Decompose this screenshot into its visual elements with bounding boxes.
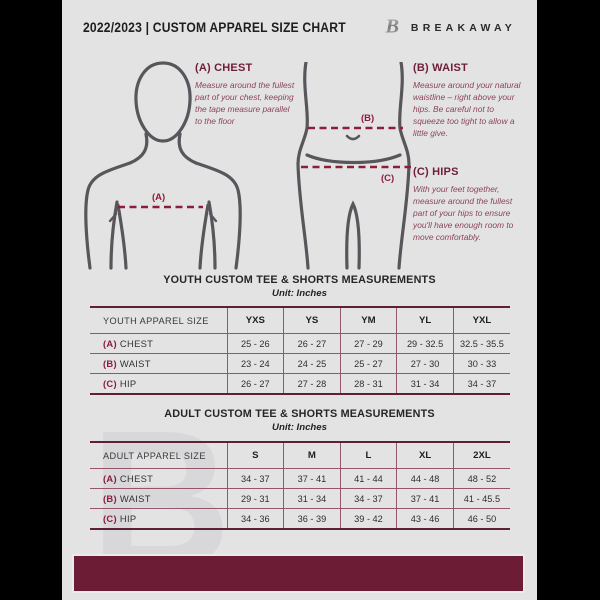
cell: 37 - 41 — [283, 468, 341, 489]
breakaway-b-logo-icon: B — [379, 16, 399, 38]
cell: 27 - 28 — [283, 373, 341, 394]
row-key: (A) — [103, 338, 117, 349]
cell: 34 - 37 — [339, 488, 397, 509]
row-name: WAIST — [119, 493, 151, 504]
table-row: (B) WAIST 23 - 24 24 - 25 25 - 27 27 - 30… — [90, 353, 510, 374]
youth-size-col-header: YXS — [226, 307, 284, 334]
chest-figure-illustration: (A) — [84, 61, 242, 270]
waist-heading: (B) WAIST — [413, 62, 468, 74]
adult-size-col-header: S — [226, 442, 284, 469]
youth-table-title: YOUTH CUSTOM TEE & SHORTS MEASUREMENTS — [163, 274, 436, 286]
chest-instructions: (A) CHEST Measure around the fullest par… — [195, 62, 295, 128]
hips-instructions: (C) HIPS With your feet together, measur… — [413, 166, 525, 244]
cell: 39 - 42 — [339, 508, 397, 529]
cell: 34 - 37 — [452, 373, 510, 394]
row-key: (C) — [103, 378, 117, 389]
youth-size-col-header: YM — [339, 307, 397, 334]
row-label: (B) WAIST — [90, 489, 227, 509]
table-row: (B) WAIST 29 - 31 31 - 34 34 - 37 37 - 41… — [90, 488, 510, 509]
cell: 26 - 27 — [226, 373, 284, 394]
waist-description: Measure around your natural waistline – … — [413, 80, 521, 138]
youth-table-unit: Unit: Inches — [272, 288, 327, 299]
waist-hips-figure-illustration: (B) (C) — [296, 62, 411, 270]
size-chart-document: 2022/2023 | CUSTOM APPAREL SIZE CHART B … — [62, 0, 537, 600]
row-label: (C) HIP — [90, 374, 227, 395]
cell: 34 - 36 — [226, 508, 284, 529]
waist-line-label: (B) — [361, 113, 374, 124]
cell: 23 - 24 — [226, 353, 284, 374]
chest-line-label: (A) — [152, 192, 165, 203]
adult-size-col-header: L — [339, 442, 397, 469]
waist-instructions: (B) WAIST Measure around your natural wa… — [413, 62, 525, 140]
cell: 29 - 32.5 — [396, 333, 454, 354]
chest-heading: (A) CHEST — [195, 62, 253, 74]
brand-name: BREAKAWAY — [410, 22, 516, 34]
adult-table-unit: Unit: Inches — [272, 422, 327, 433]
cell: 36 - 39 — [283, 508, 341, 529]
row-label: (C) HIP — [90, 509, 227, 530]
row-key: (C) — [103, 513, 117, 524]
row-label: (B) WAIST — [90, 354, 227, 374]
row-key: (B) — [103, 358, 117, 369]
cell: 25 - 27 — [339, 353, 397, 374]
cell: 29 - 31 — [226, 488, 284, 509]
adult-size-col-header: M — [283, 442, 341, 469]
youth-table-header-row: YOUTH APPAREL SIZE YXS YS YM YL YXL — [90, 307, 510, 334]
cell: 31 - 34 — [283, 488, 341, 509]
header: 2022/2023 | CUSTOM APPAREL SIZE CHART B … — [62, 0, 537, 54]
row-name: WAIST — [119, 358, 151, 369]
cell: 34 - 37 — [226, 468, 284, 489]
svg-text:B: B — [384, 16, 399, 38]
cell: 48 - 52 — [452, 468, 510, 489]
row-name: CHEST — [119, 473, 154, 484]
row-key: (B) — [103, 493, 117, 504]
cell: 43 - 46 — [396, 508, 454, 529]
adult-table-title: ADULT CUSTOM TEE & SHORTS MEASUREMENTS — [164, 408, 435, 420]
cell: 27 - 29 — [339, 333, 397, 354]
cell: 41 - 44 — [339, 468, 397, 489]
cell: 25 - 26 — [226, 333, 284, 354]
row-name: HIP — [119, 513, 137, 524]
hips-heading: (C) HIPS — [413, 166, 459, 178]
page-title: 2022/2023 | CUSTOM APPAREL SIZE CHART — [83, 19, 346, 35]
youth-size-col-header: YS — [283, 307, 341, 334]
adult-table-header-row: ADULT APPAREL SIZE S M L XL 2XL — [90, 442, 510, 469]
cell: 28 - 31 — [339, 373, 397, 394]
chest-description: Measure around the fullest part of your … — [195, 80, 295, 126]
row-label: (A) CHEST — [90, 469, 227, 489]
youth-table-header-label: YOUTH APPAREL SIZE — [103, 315, 209, 326]
table-row: (C) HIP 26 - 27 27 - 28 28 - 31 31 - 34 3… — [90, 373, 510, 395]
adult-size-table: ADULT APPAREL SIZE S M L XL 2XL (A) CHEST… — [90, 441, 510, 530]
cell: 46 - 50 — [452, 508, 510, 529]
cell: 26 - 27 — [283, 333, 341, 354]
hips-line-label: (C) — [381, 173, 394, 184]
brand-lockup: B BREAKAWAY — [379, 15, 516, 39]
table-row: (A) CHEST 34 - 37 37 - 41 41 - 44 44 - 48… — [90, 468, 510, 489]
cell: 37 - 41 — [396, 488, 454, 509]
adult-table-header-label: ADULT APPAREL SIZE — [103, 450, 206, 461]
youth-size-col-header: YXL — [452, 307, 510, 334]
adult-size-col-header: XL — [396, 442, 454, 469]
cell: 27 - 30 — [396, 353, 454, 374]
cell: 41 - 45.5 — [452, 488, 510, 509]
row-key: (A) — [103, 473, 117, 484]
adult-size-col-header: 2XL — [452, 442, 510, 469]
hips-description: With your feet together, measure around … — [413, 184, 514, 242]
row-label: (A) CHEST — [90, 334, 227, 354]
youth-size-col-header: YL — [396, 307, 454, 334]
row-name: HIP — [119, 378, 137, 389]
cell: 31 - 34 — [396, 373, 454, 394]
youth-size-table: YOUTH APPAREL SIZE YXS YS YM YL YXL (A) C… — [90, 306, 510, 395]
footer-bar — [72, 554, 525, 593]
row-name: CHEST — [119, 338, 154, 349]
cell: 32.5 - 35.5 — [452, 333, 510, 354]
cell: 30 - 33 — [452, 353, 510, 374]
table-row: (A) CHEST 25 - 26 26 - 27 27 - 29 29 - 32… — [90, 333, 510, 354]
cell: 44 - 48 — [396, 468, 454, 489]
table-row: (C) HIP 34 - 36 36 - 39 39 - 42 43 - 46 4… — [90, 508, 510, 530]
cell: 24 - 25 — [283, 353, 341, 374]
